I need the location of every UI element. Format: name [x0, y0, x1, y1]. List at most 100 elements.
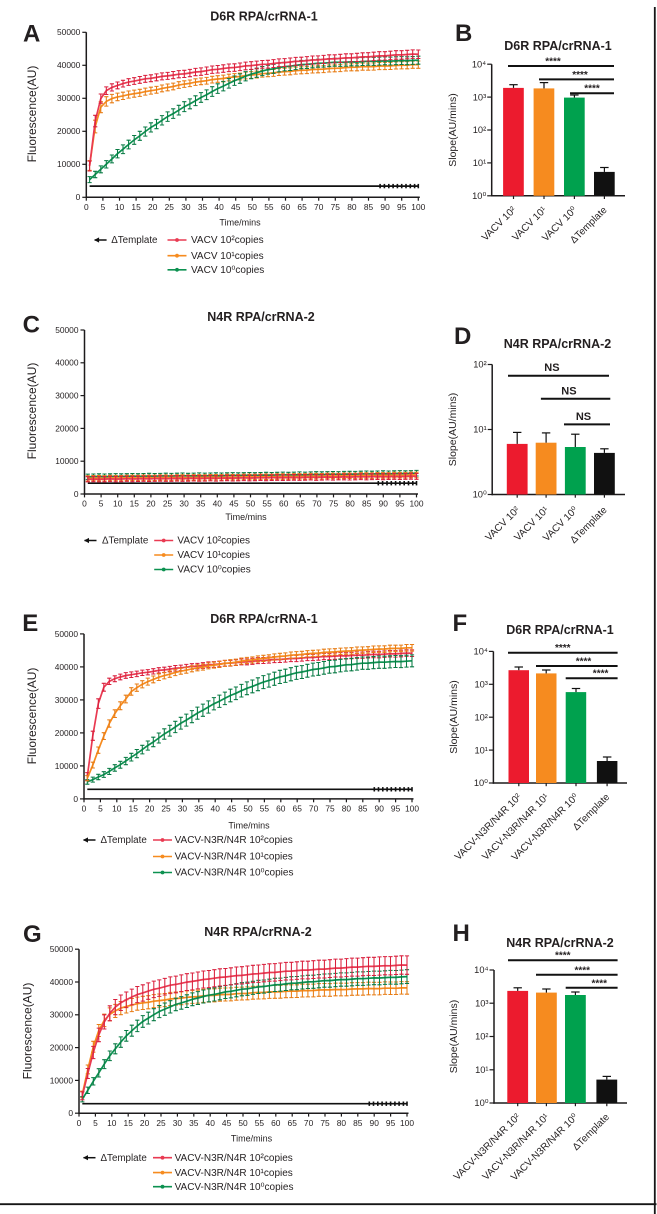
svg-text:10⁴: 10⁴ [474, 647, 488, 657]
svg-text:65: 65 [293, 804, 303, 814]
svg-text:VACV 10²copies: VACV 10²copies [177, 536, 250, 547]
svg-text:C: C [23, 312, 40, 339]
svg-text:Fluorescence(AU): Fluorescence(AU) [21, 983, 35, 1080]
svg-text:ΔTemplate: ΔTemplate [101, 1153, 148, 1164]
svg-text:10: 10 [113, 499, 123, 509]
svg-text:****: **** [555, 951, 571, 962]
svg-text:10²: 10² [475, 1032, 488, 1042]
svg-text:45: 45 [231, 202, 241, 212]
svg-text:25: 25 [161, 804, 171, 814]
svg-text:85: 85 [362, 499, 372, 509]
svg-text:ΔTemplate: ΔTemplate [101, 835, 148, 846]
svg-text:70: 70 [309, 804, 319, 814]
svg-text:40000: 40000 [55, 358, 79, 368]
svg-text:****: **** [575, 965, 591, 976]
svg-text:10¹: 10¹ [475, 1065, 488, 1075]
svg-text:35: 35 [198, 202, 208, 212]
svg-text:F: F [453, 610, 468, 637]
svg-text:****: **** [545, 57, 561, 68]
svg-text:NS: NS [544, 362, 559, 374]
svg-text:100: 100 [410, 499, 424, 509]
svg-text:N4R RPA/crRNA-2: N4R RPA/crRNA-2 [506, 936, 613, 950]
svg-text:85: 85 [358, 804, 368, 814]
svg-text:10²: 10² [473, 360, 486, 370]
svg-text:50: 50 [248, 202, 258, 212]
svg-text:70: 70 [304, 1118, 314, 1128]
svg-text:VACV-N3R/N4R 10²copies: VACV-N3R/N4R 10²copies [175, 1153, 293, 1164]
svg-text:VACV-N3R/N4R 10¹copies: VACV-N3R/N4R 10¹copies [175, 852, 293, 863]
svg-text:50000: 50000 [55, 629, 79, 639]
svg-text:D6R RPA/crRNA-1: D6R RPA/crRNA-1 [210, 612, 317, 626]
svg-text:45: 45 [227, 804, 237, 814]
svg-text:10000: 10000 [55, 456, 79, 466]
svg-text:15: 15 [124, 1118, 134, 1128]
svg-text:20000: 20000 [50, 1043, 74, 1053]
svg-text:D6R RPA/crRNA-1: D6R RPA/crRNA-1 [504, 39, 611, 53]
svg-text:40000: 40000 [50, 977, 74, 987]
svg-text:40: 40 [214, 202, 224, 212]
svg-text:75: 75 [320, 1118, 330, 1128]
svg-text:0: 0 [76, 192, 81, 202]
svg-text:0: 0 [73, 794, 78, 804]
svg-text:25: 25 [165, 202, 175, 212]
svg-text:10: 10 [107, 1118, 117, 1128]
svg-text:0: 0 [68, 1108, 73, 1118]
svg-text:100: 100 [400, 1118, 414, 1128]
svg-text:Fluorescence(AU): Fluorescence(AU) [25, 668, 39, 765]
svg-text:10⁰: 10⁰ [474, 778, 488, 788]
svg-text:20000: 20000 [57, 126, 81, 136]
svg-text:50: 50 [246, 499, 256, 509]
svg-text:25: 25 [163, 499, 173, 509]
svg-text:15: 15 [131, 202, 141, 212]
svg-text:5: 5 [93, 1118, 98, 1128]
svg-text:N4R RPA/crRNA-2: N4R RPA/crRNA-2 [504, 337, 611, 351]
svg-text:5: 5 [98, 804, 103, 814]
svg-text:10³: 10³ [473, 92, 486, 102]
svg-text:0: 0 [74, 489, 79, 499]
svg-text:Slope(AU/mins): Slope(AU/mins) [448, 680, 460, 754]
svg-text:****: **** [584, 84, 600, 95]
svg-text:50: 50 [243, 804, 253, 814]
svg-text:Fluorescence(AU): Fluorescence(AU) [25, 363, 39, 460]
svg-text:G: G [23, 921, 42, 948]
svg-text:50000: 50000 [55, 325, 79, 335]
svg-text:VACV 10²copies: VACV 10²copies [191, 235, 264, 246]
svg-text:Time/mins: Time/mins [225, 512, 267, 522]
svg-text:30000: 30000 [55, 391, 79, 401]
svg-text:95: 95 [391, 804, 401, 814]
svg-text:80: 80 [342, 804, 352, 814]
svg-text:65: 65 [296, 499, 306, 509]
svg-text:95: 95 [386, 1118, 396, 1128]
svg-text:ΔTemplate: ΔTemplate [111, 235, 158, 246]
svg-text:****: **** [576, 657, 592, 668]
svg-text:30000: 30000 [55, 695, 79, 705]
svg-text:10¹: 10¹ [474, 745, 487, 755]
svg-text:H: H [453, 920, 470, 947]
svg-text:35: 35 [196, 499, 206, 509]
svg-text:80: 80 [347, 202, 357, 212]
svg-text:40: 40 [206, 1118, 216, 1128]
svg-text:20: 20 [145, 804, 155, 814]
svg-text:40: 40 [213, 499, 223, 509]
svg-text:10⁰: 10⁰ [472, 191, 486, 201]
svg-text:100: 100 [405, 804, 419, 814]
svg-text:85: 85 [353, 1118, 363, 1128]
svg-text:0: 0 [82, 499, 87, 509]
svg-text:90: 90 [375, 804, 385, 814]
svg-text:10: 10 [112, 804, 122, 814]
svg-text:D: D [454, 323, 471, 350]
svg-text:55: 55 [255, 1118, 265, 1128]
svg-text:60: 60 [279, 499, 289, 509]
svg-text:10000: 10000 [50, 1075, 74, 1085]
svg-text:35: 35 [194, 804, 204, 814]
svg-text:70: 70 [314, 202, 324, 212]
svg-text:95: 95 [397, 202, 407, 212]
svg-text:65: 65 [297, 202, 307, 212]
svg-text:50: 50 [238, 1118, 248, 1128]
svg-text:VACV-N3R/N4R 10⁰copies: VACV-N3R/N4R 10⁰copies [175, 1182, 294, 1193]
svg-text:Slope(AU/mins): Slope(AU/mins) [448, 1000, 460, 1074]
svg-text:D6R RPA/crRNA-1: D6R RPA/crRNA-1 [506, 623, 613, 637]
svg-text:10000: 10000 [57, 159, 81, 169]
svg-text:95: 95 [395, 499, 405, 509]
svg-text:NS: NS [561, 385, 576, 397]
